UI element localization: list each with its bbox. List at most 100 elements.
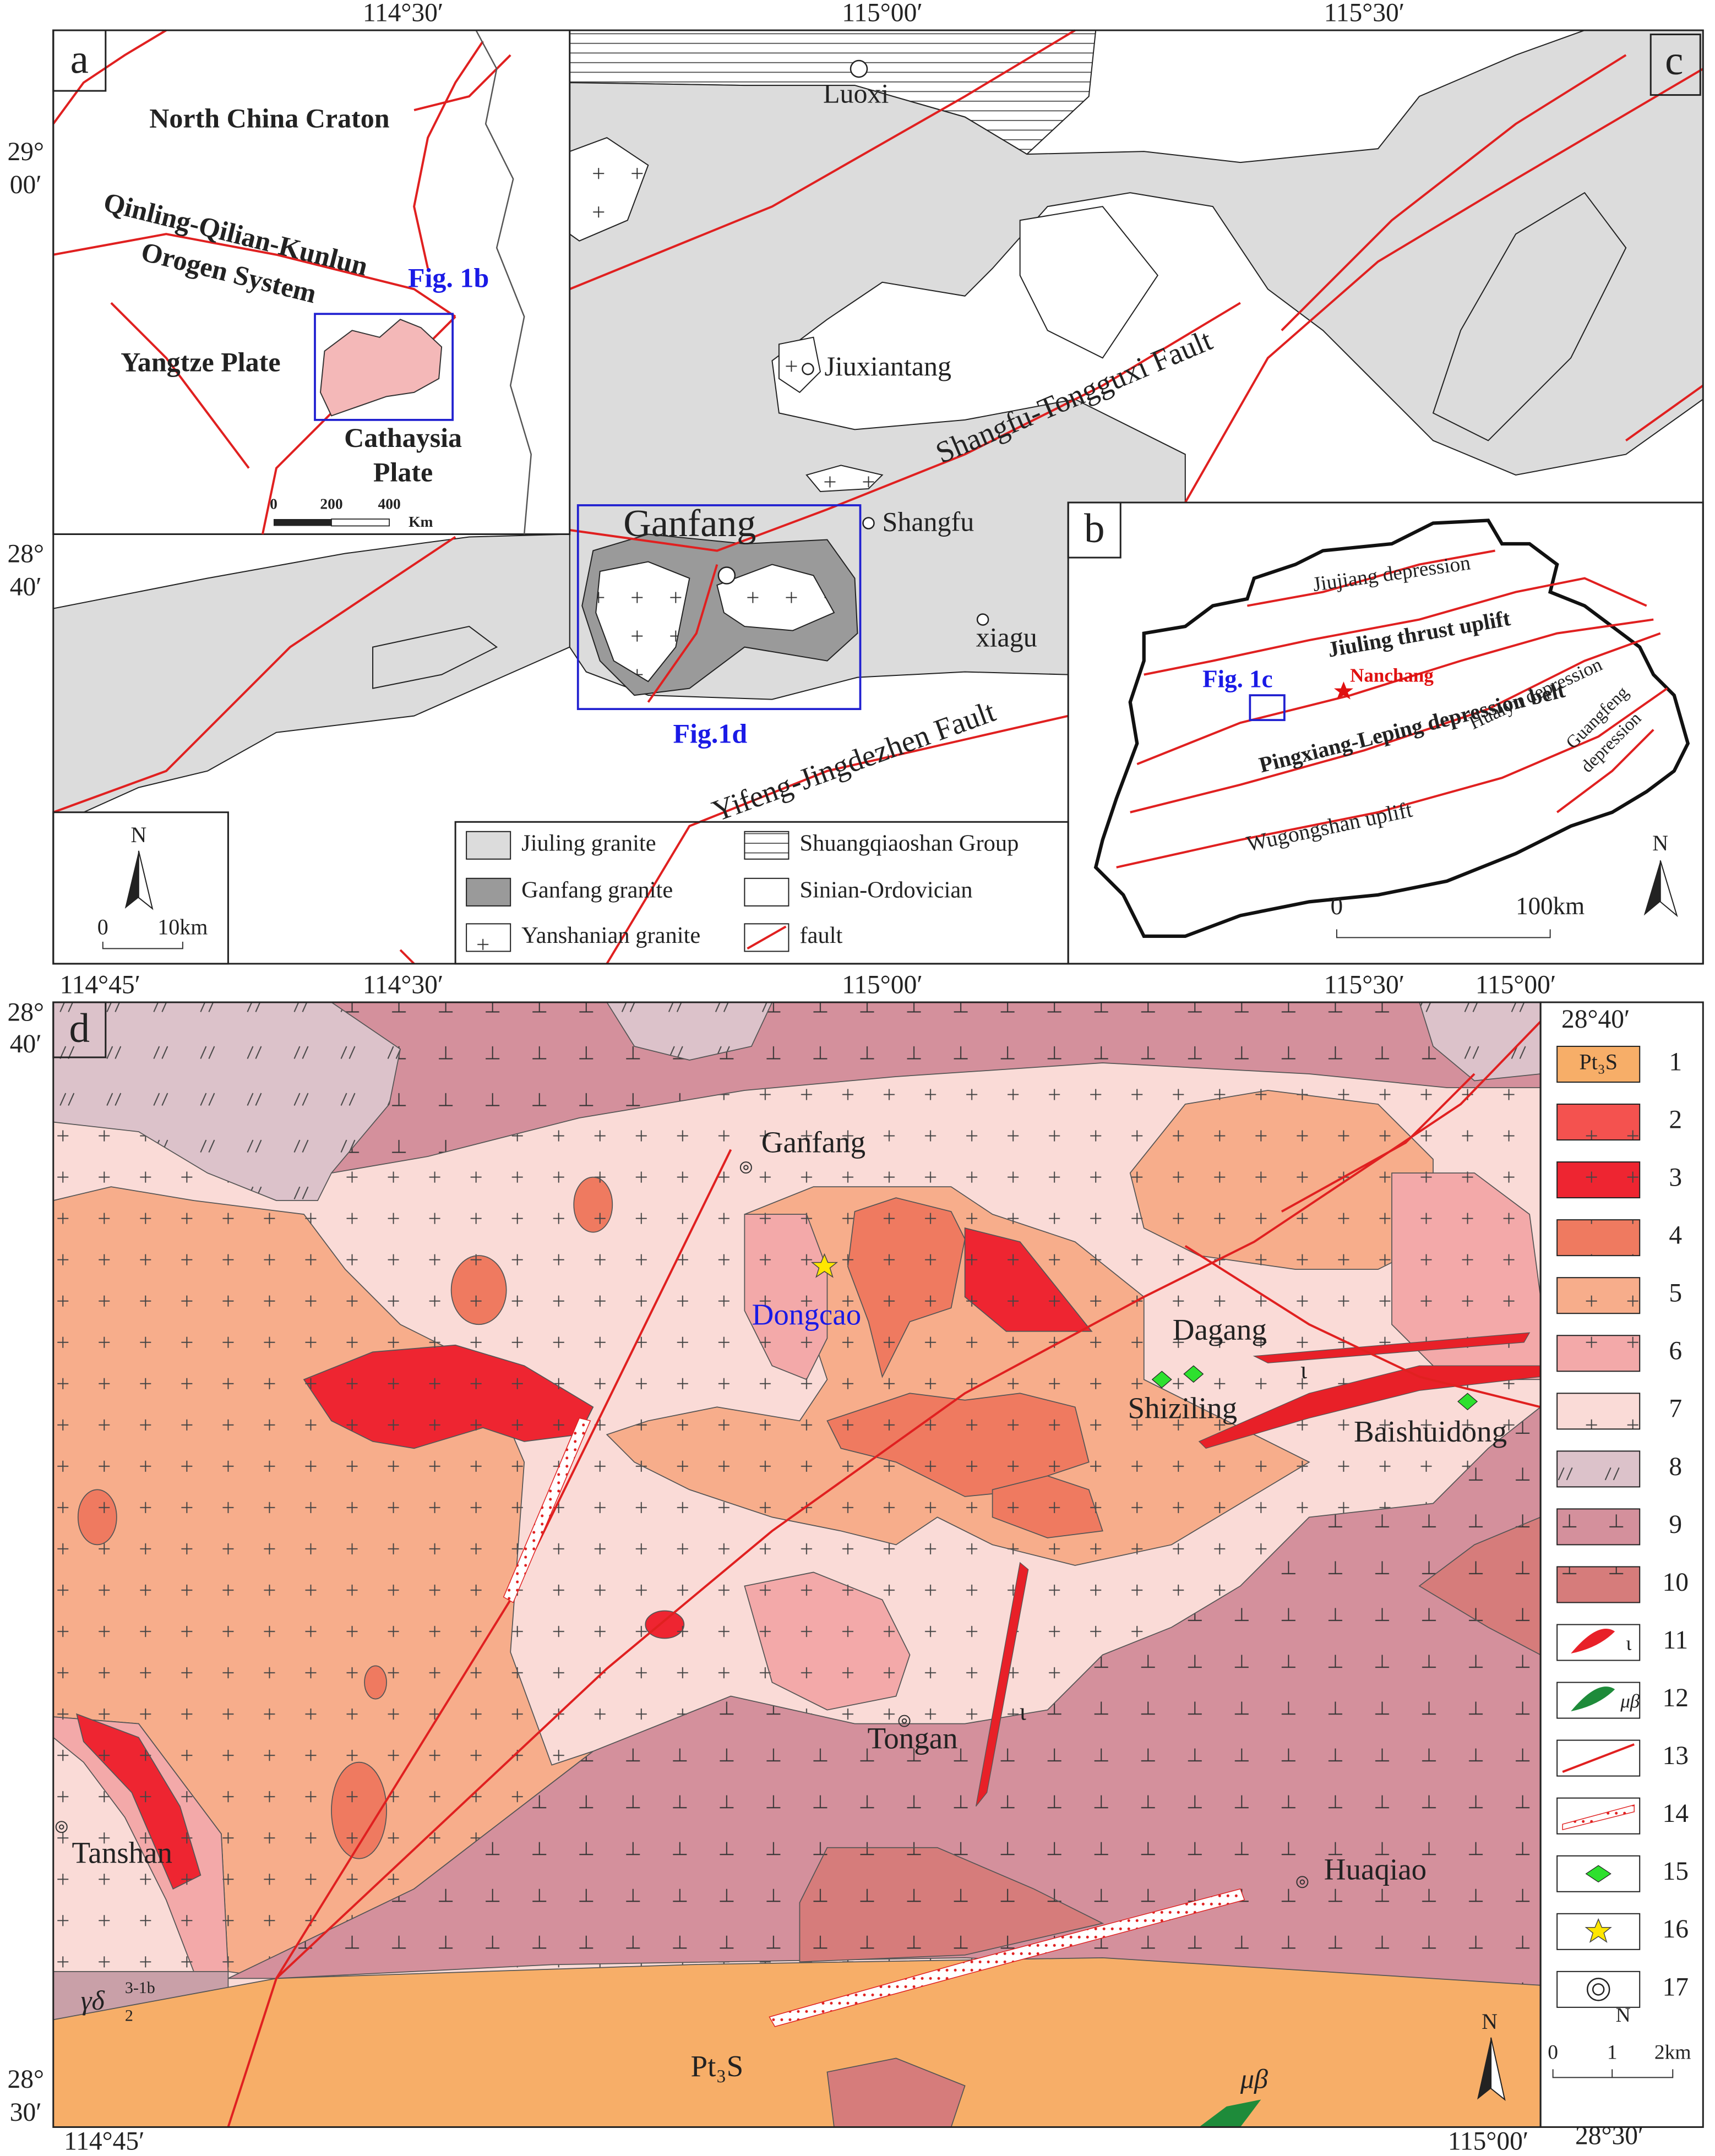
unit-4 xyxy=(364,1665,387,1700)
coord-label: 115°30′ xyxy=(1324,970,1404,999)
legend-label: Sinian-Ordovician xyxy=(799,877,972,903)
place-label: Tongan xyxy=(867,1722,957,1755)
place-label: Dongcao xyxy=(752,1297,862,1331)
coord-label: 115°00′ xyxy=(1476,970,1556,999)
coord-label: 114°45′ xyxy=(60,970,140,999)
coord-label: 00′ xyxy=(10,171,42,199)
coord-label: 115°00′ xyxy=(1448,2127,1528,2155)
legend-swatch xyxy=(1556,1450,1641,1488)
place-label: Shiziling xyxy=(1128,1391,1237,1424)
north-arrow xyxy=(1490,2037,1506,2102)
coord-label: 115°00′ xyxy=(842,970,922,999)
unit-4 xyxy=(992,1475,1103,1538)
legend-label: Shuangqiaoshan Group xyxy=(799,831,1019,856)
legend-unit: Pt₃S xyxy=(1579,1050,1618,1074)
legend-number: 9 xyxy=(1669,1510,1682,1539)
north-arrow xyxy=(1477,2037,1491,2100)
unit-label: 2 xyxy=(125,2006,133,2024)
legend-swatch xyxy=(744,877,790,907)
scale-label: 100km xyxy=(1516,892,1585,920)
coord-label: 28° xyxy=(7,2065,44,2094)
ore-occurrence xyxy=(1183,1365,1204,1383)
legend-number: 5 xyxy=(1669,1279,1682,1308)
scale-label: 200 xyxy=(320,495,342,512)
tectonic-boundary xyxy=(1116,549,1668,869)
coord-label: 30′ xyxy=(10,2098,42,2127)
unit-label: ι xyxy=(1300,1356,1307,1384)
place-marker xyxy=(850,59,868,78)
legend-unit: ι xyxy=(1626,1633,1631,1655)
unit-4 xyxy=(450,1255,507,1325)
region-label: North China Craton xyxy=(149,103,389,134)
sinian-ordovician xyxy=(1019,206,1159,359)
unit-6 xyxy=(744,1571,911,1711)
fig1c-box xyxy=(1249,694,1286,722)
legend-swatch xyxy=(747,925,787,950)
scale-label: 2km xyxy=(1654,2042,1691,2064)
unit-9 xyxy=(228,1406,1542,1986)
legend-d: N N 0 1 2km 1Pt₃S234567891011ι12μβ131415… xyxy=(1477,1001,1704,2128)
fig1c-box xyxy=(314,313,454,421)
north-label: N xyxy=(1482,2009,1498,2034)
scale-label: 400 xyxy=(378,495,400,512)
jiuling-granite xyxy=(372,626,498,689)
place-label: Dagang xyxy=(1173,1313,1267,1346)
letter-box xyxy=(52,1001,107,1058)
legend-number: 8 xyxy=(1669,1453,1682,1481)
panel-letter: d xyxy=(69,1006,90,1051)
unit-8 xyxy=(52,1002,401,1201)
scale-bar xyxy=(331,518,390,527)
unit-1 xyxy=(52,1957,1542,2128)
scale-label: 10km xyxy=(157,915,208,940)
yanshanian-granite xyxy=(805,465,884,492)
legend-swatch xyxy=(1556,1393,1641,1430)
place-label: Ganfang xyxy=(623,503,756,545)
unit-4 xyxy=(331,1761,387,1859)
coord-label: 28° xyxy=(7,998,44,1027)
fault xyxy=(227,1020,1542,2128)
legend-number: 16 xyxy=(1663,1915,1689,1944)
unit-12 xyxy=(1199,2099,1261,2127)
legend-swatch xyxy=(1556,1219,1641,1257)
unit-6 xyxy=(744,1214,828,1380)
legend-unit: μβ xyxy=(1620,1690,1640,1712)
legend-number: 15 xyxy=(1663,1857,1689,1886)
panel-letter: c xyxy=(1665,38,1683,84)
place-label: Luoxi xyxy=(823,78,889,109)
unit-4 xyxy=(847,1197,966,1378)
unit-4 xyxy=(573,1176,613,1233)
legend-swatch xyxy=(1556,1277,1641,1314)
legend-label: Yanshanian granite xyxy=(521,923,700,948)
fig-label: Fig.1d xyxy=(673,718,747,749)
legend-number: 4 xyxy=(1669,1221,1682,1250)
scale-label: 0 xyxy=(1548,2042,1558,2064)
legend-number: 2 xyxy=(1669,1105,1682,1134)
ore-occurrence xyxy=(1151,1371,1172,1389)
unit-11 xyxy=(975,1562,1029,1807)
legend-symbol xyxy=(1562,1804,1635,1831)
coastline xyxy=(475,30,532,534)
legend-frame xyxy=(1539,1001,1704,2128)
panel-letter: b xyxy=(1084,506,1105,552)
fig1d-box xyxy=(576,504,862,711)
place-label: Tanshan xyxy=(72,1836,173,1869)
legend-swatch xyxy=(1556,1335,1641,1372)
deposit-star xyxy=(810,1253,839,1278)
unit-14 xyxy=(503,1417,591,1603)
legend-number: 17 xyxy=(1663,1973,1689,2001)
legend-number: 10 xyxy=(1663,1568,1689,1597)
panel-c: c Luoxi Jiuxiantang Ganfang Shangfu xiag… xyxy=(52,29,1704,965)
legend-symbol xyxy=(1592,1983,1605,1996)
legend-number: 1 xyxy=(1669,1047,1682,1076)
legend-symbol xyxy=(1586,1978,1610,2001)
jiuling-granite xyxy=(1432,192,1627,441)
region-label: Cathaysia xyxy=(344,422,462,453)
legend-swatch xyxy=(466,877,511,907)
place-label: Shangfu xyxy=(883,506,974,537)
legend-number: 14 xyxy=(1663,1799,1689,1828)
unit-11 xyxy=(1253,1332,1531,1363)
place-label: Baishuidong xyxy=(1354,1415,1507,1448)
ore-occurrence xyxy=(1457,1393,1478,1411)
legend-swatch xyxy=(1556,1045,1641,1083)
